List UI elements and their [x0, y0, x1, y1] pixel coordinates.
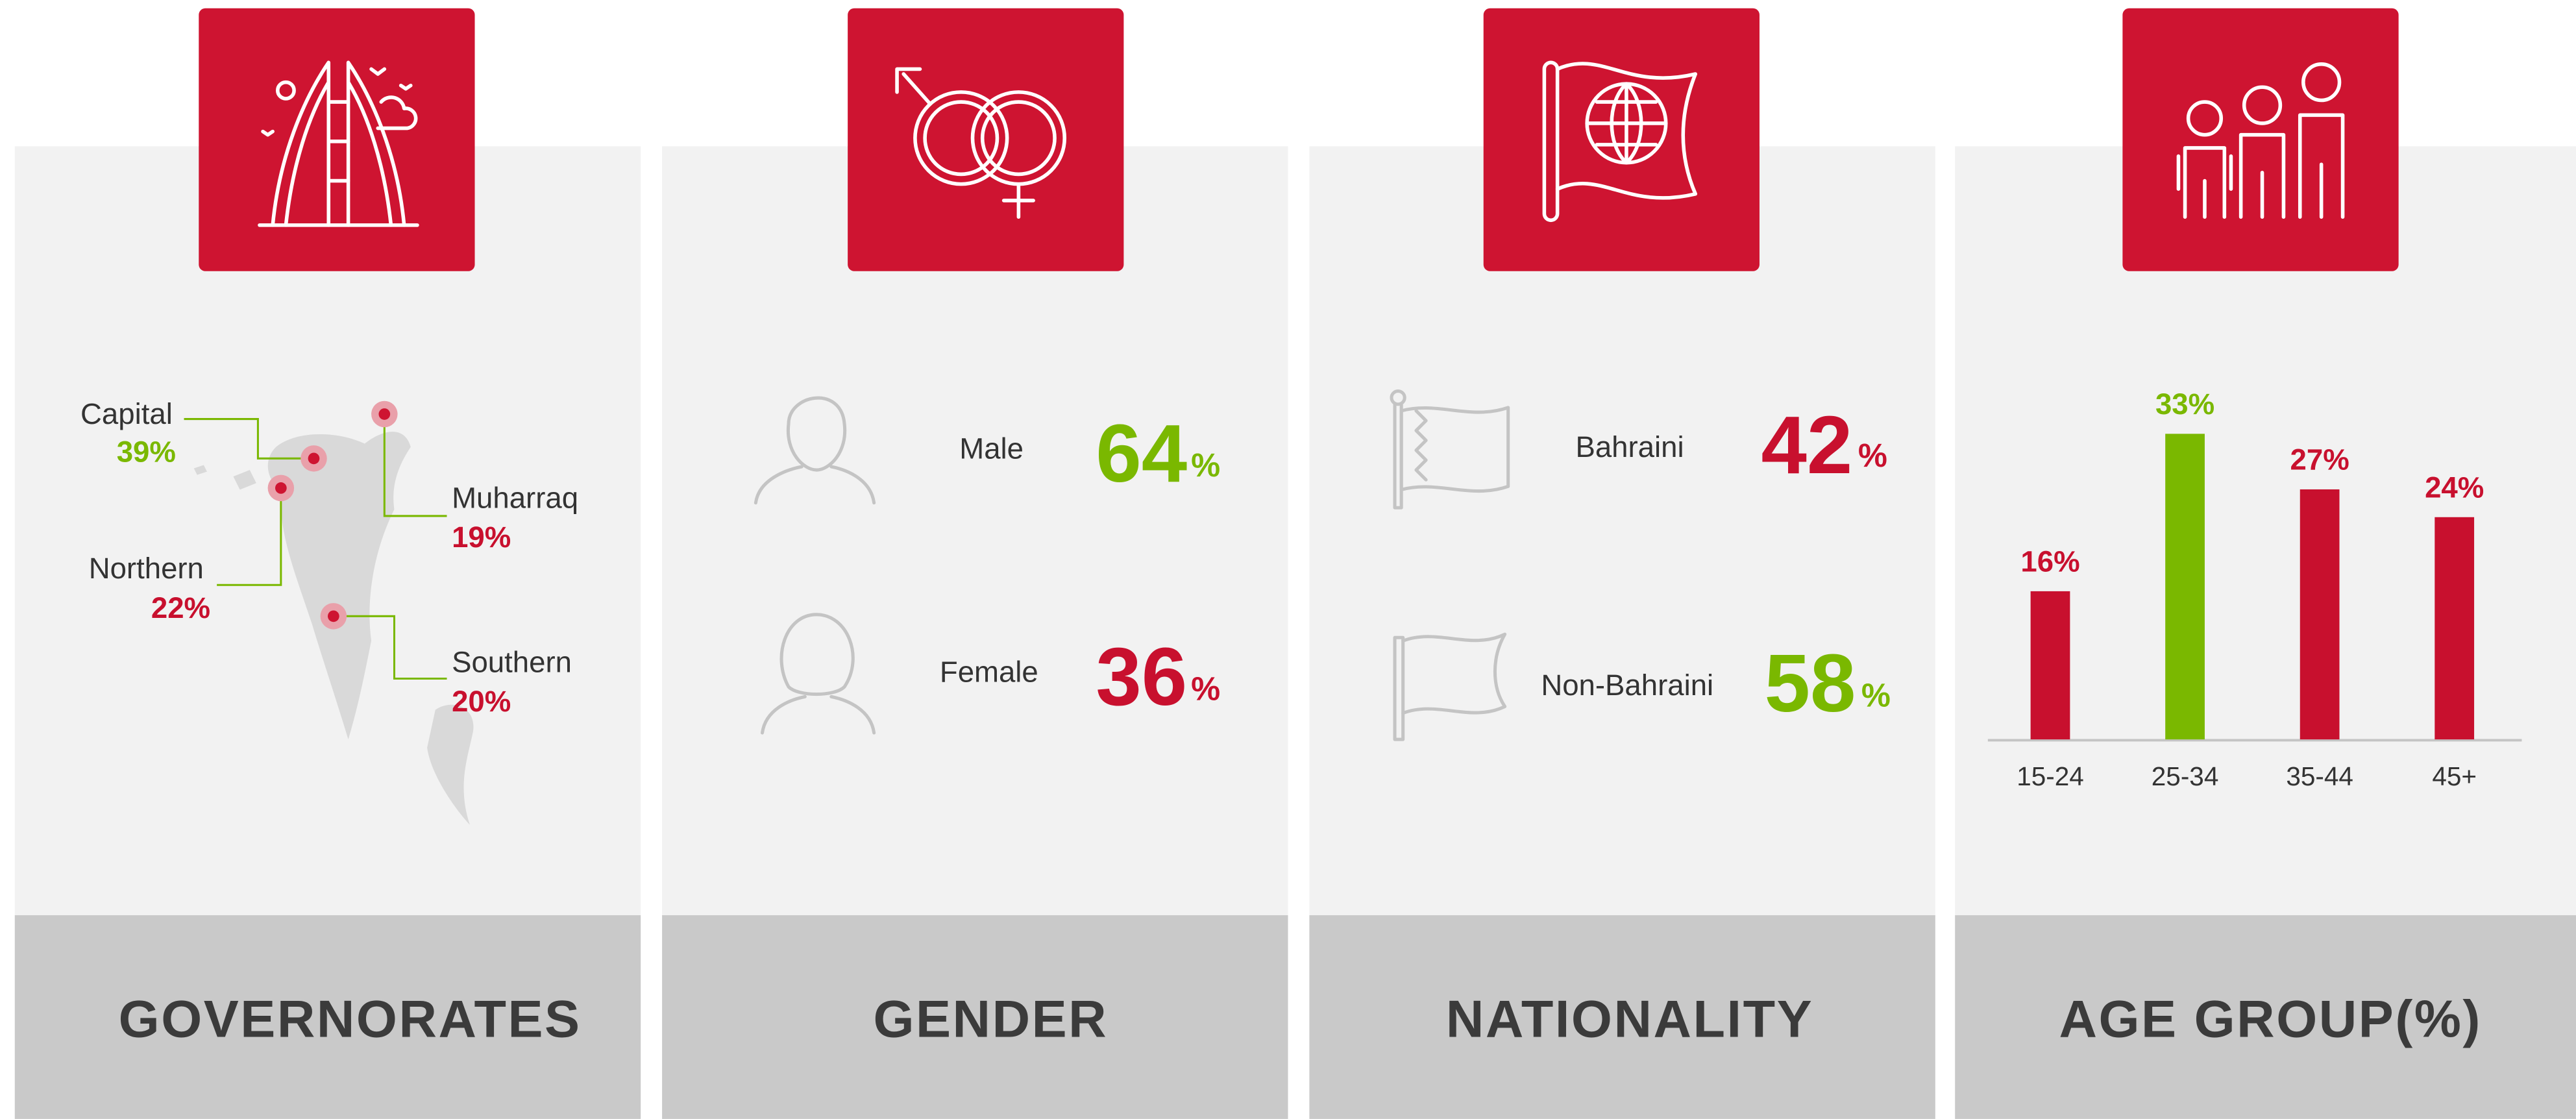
bar-label: 33%	[2155, 387, 2214, 421]
item-name: Non-Bahraini	[1541, 669, 1713, 702]
icon-box	[1483, 8, 1760, 271]
leader-line	[383, 413, 447, 517]
x-tick-label: 25-34	[2152, 761, 2219, 791]
people-icon	[2176, 62, 2345, 219]
item-unit: %	[1191, 447, 1220, 484]
gov-value: 20%	[452, 685, 511, 718]
leader-line	[217, 487, 282, 586]
icon-boxes	[199, 8, 2399, 271]
gov-name: Muharraq	[452, 481, 578, 514]
gender: Male 64 % Female 36 %	[754, 396, 1220, 735]
map-main	[267, 432, 411, 740]
panel-bg	[1309, 146, 1935, 916]
icon-box	[2122, 8, 2399, 271]
gov-name: Southern	[452, 645, 572, 678]
plain-flag	[1393, 632, 1507, 741]
towers-icon	[258, 60, 419, 227]
item-name: Female	[940, 656, 1038, 689]
item-value: 58	[1765, 637, 1856, 729]
panel-title: AGE GROUP(%)	[2059, 990, 2481, 1048]
bar	[2030, 591, 2070, 740]
panel-footer	[1955, 915, 2576, 1119]
panel-bg	[662, 146, 1288, 916]
bar-label: 16%	[2020, 545, 2079, 578]
nationality: Bahraini 42 % Non-Bahraini 58 %	[1390, 389, 1891, 741]
x-tick-label: 15-24	[2017, 761, 2084, 791]
panel-footer	[1309, 915, 1935, 1119]
panel-title: GENDER	[873, 990, 1108, 1048]
bar-label: 24%	[2425, 471, 2484, 504]
gov-value: 19%	[452, 521, 511, 554]
leader-line	[184, 418, 314, 460]
bar-label: 27%	[2290, 443, 2349, 476]
item-name: Bahraini	[1575, 430, 1684, 463]
item-value: 42	[1761, 399, 1853, 491]
panel-title: GOVERNORATES	[119, 990, 582, 1048]
age-chart: 16% 15-24 33% 25-34 27% 35-44 24% 45+	[1987, 387, 2522, 791]
icon-box	[848, 8, 1124, 271]
bahrain-flag	[1390, 389, 1510, 510]
item-name: Male	[959, 432, 1024, 465]
gender-icon	[895, 67, 1067, 219]
x-tick-label: 45+	[2432, 761, 2477, 791]
gov-value: 22%	[151, 591, 210, 624]
bar	[2435, 517, 2475, 740]
leader-line	[333, 615, 447, 680]
item-value: 64	[1096, 407, 1187, 499]
item-unit: %	[1861, 677, 1891, 714]
panels: GOVERNORATES GENDER NATIONALITY AGE GROU…	[14, 146, 2576, 1119]
x-tick-label: 35-44	[2286, 761, 2353, 791]
panel-title: NATIONALITY	[1446, 990, 1813, 1048]
flag-globe-icon	[1542, 60, 1698, 223]
map-island	[427, 704, 474, 825]
gov-name: Northern	[89, 552, 204, 585]
panel-footer	[662, 915, 1288, 1119]
bar	[2165, 434, 2205, 740]
map-dots	[267, 400, 398, 630]
item-value: 36	[1096, 630, 1187, 722]
item-unit: %	[1191, 670, 1220, 707]
bar	[2300, 489, 2340, 740]
item-unit: %	[1858, 437, 1887, 474]
map-islet	[193, 465, 256, 490]
female-figure	[760, 613, 876, 735]
governorates: Capital 39% Muharraq 19% Northern 22% So…	[80, 397, 578, 825]
gov-value: 39%	[117, 435, 176, 468]
male-figure	[754, 396, 876, 505]
panel-footer	[14, 915, 641, 1119]
gov-name: Capital	[80, 397, 173, 430]
